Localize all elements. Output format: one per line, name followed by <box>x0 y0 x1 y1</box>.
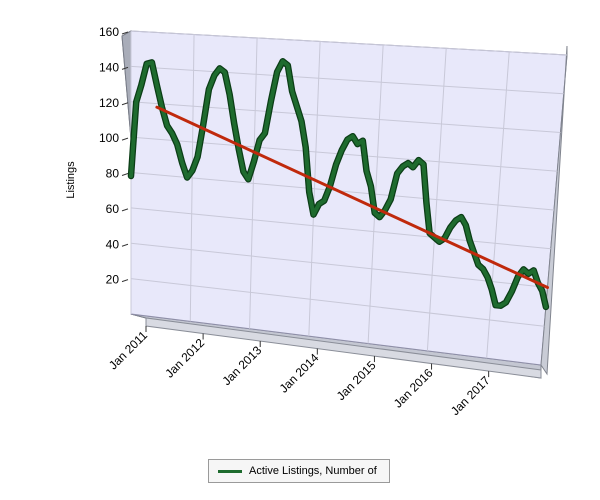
v-gridline <box>426 48 447 351</box>
x-tick-label: Jan 2015 <box>334 358 379 403</box>
y-tick-mark <box>121 102 129 106</box>
y-tick-mark <box>121 137 129 141</box>
h-gridline <box>130 242 548 288</box>
y-tick-label: 100 <box>99 131 119 145</box>
y-tick-label: 20 <box>106 273 120 287</box>
x-tick-label: Jan 2012 <box>162 336 207 381</box>
back-wall <box>130 30 568 366</box>
y-tick-label: 160 <box>99 25 119 39</box>
v-gridline <box>367 44 384 344</box>
y-axis-ticks: 20 40 60 80 100 120 140 160 <box>99 25 129 287</box>
x-tick-label: Jan 2013 <box>220 343 265 388</box>
legend-swatch <box>218 469 242 473</box>
x-tick-label: Jan 2017 <box>448 373 493 418</box>
y-tick-mark <box>121 208 129 212</box>
h-gridline <box>130 101 561 133</box>
x-tick-label: Jan 2016 <box>391 366 436 411</box>
trend-line <box>155 105 549 289</box>
series-line <box>129 59 548 309</box>
h-gridline <box>130 207 551 250</box>
legend-label: Active Listings, Number of <box>249 465 377 477</box>
h-gridline <box>130 278 545 327</box>
y-tick-label: 40 <box>106 237 120 251</box>
y-axis-title: Listings <box>65 161 77 199</box>
y-tick-label: 140 <box>99 60 119 74</box>
y-tick-label: 80 <box>106 167 120 181</box>
x-tick-label: Jan 2014 <box>277 351 322 396</box>
y-tick-mark <box>121 66 129 70</box>
y-tick-mark <box>121 31 129 35</box>
v-gridline <box>189 34 195 322</box>
h-gridline <box>130 30 568 56</box>
y-tick-mark <box>121 243 129 247</box>
floor-edge <box>145 317 542 379</box>
chart-walls <box>121 30 568 379</box>
h-gridline <box>130 65 564 95</box>
plot-series <box>127 58 550 311</box>
y-tick-label: 60 <box>106 202 120 216</box>
v-gridline <box>486 51 510 359</box>
y-tick-mark <box>121 279 129 283</box>
x-tick-label: Jan 2011 <box>106 328 150 372</box>
v-gridline <box>308 41 321 337</box>
y-tick-mark <box>121 173 129 176</box>
v-gridline <box>249 37 258 329</box>
legend: Active Listings, Number of <box>208 459 390 483</box>
y-tick-label: 120 <box>99 96 119 110</box>
